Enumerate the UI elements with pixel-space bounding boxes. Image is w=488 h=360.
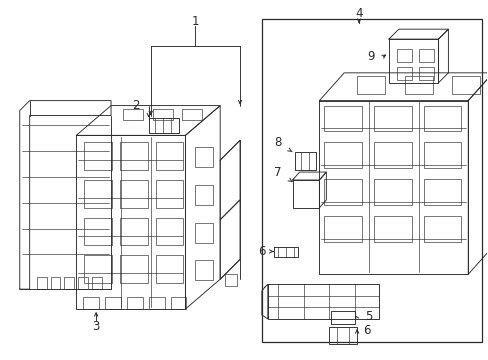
Bar [324,142,361,168]
Bar [195,223,213,243]
Bar [50,277,61,289]
Bar [404,76,432,94]
Bar [451,76,479,94]
Text: 7: 7 [273,166,281,179]
Text: 6: 6 [258,245,265,258]
Bar [122,109,142,121]
Bar [262,19,481,342]
Text: 8: 8 [273,136,281,149]
Bar [324,105,361,131]
Text: 1: 1 [191,15,199,28]
Bar [195,185,213,205]
Bar [120,218,147,246]
Text: 6: 6 [363,324,370,337]
Bar [418,67,433,80]
Bar [423,179,460,205]
Bar [120,180,147,208]
Bar [182,109,202,121]
Bar [84,142,112,170]
Bar [84,255,112,283]
Bar [155,255,183,283]
Bar [170,297,186,309]
Bar [152,109,172,121]
Bar [78,277,88,289]
Bar [83,297,99,309]
Bar [155,218,183,246]
Bar [105,297,121,309]
Bar [148,297,164,309]
Bar [224,274,237,286]
Bar [396,67,411,80]
Bar [373,216,411,242]
Bar [92,277,102,289]
Bar [294,152,316,170]
Bar [356,76,384,94]
Bar [195,147,213,167]
Bar [120,255,147,283]
Bar [84,180,112,208]
Text: 2: 2 [132,99,139,112]
Bar [84,218,112,246]
Bar [148,118,178,133]
Bar [423,216,460,242]
Bar [423,142,460,168]
Bar [324,179,361,205]
Bar [195,260,213,280]
Text: 4: 4 [355,7,362,20]
Bar [324,216,361,242]
Bar [373,179,411,205]
Bar [331,311,354,324]
Text: 3: 3 [92,320,100,333]
Bar [418,49,433,62]
Text: 5: 5 [365,310,372,323]
Bar [373,142,411,168]
Bar [373,105,411,131]
Bar [396,49,411,62]
Bar [127,297,142,309]
Bar [120,142,147,170]
Bar [328,327,356,344]
Bar [423,105,460,131]
Bar [155,180,183,208]
Text: 9: 9 [366,50,374,63]
Bar [37,277,46,289]
Bar [64,277,74,289]
Bar [155,142,183,170]
